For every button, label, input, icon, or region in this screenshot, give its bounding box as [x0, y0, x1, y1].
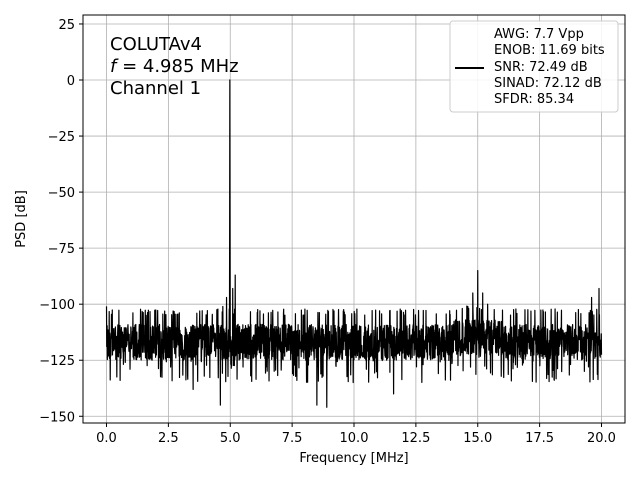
legend-line-enob: ENOB: 11.69 bits — [494, 43, 605, 58]
x-tick-label: 0.0 — [96, 431, 117, 446]
legend-line-snr: SNR: 72.49 dB — [494, 60, 588, 75]
legend-box — [449, 20, 619, 113]
legend: AWG: 7.7 Vpp ENOB: 11.69 bits SNR: 72.49… — [449, 20, 619, 113]
y-tick-label: 0 — [67, 74, 75, 89]
y-tick-label: −25 — [48, 130, 75, 145]
annotation-italic-f: f — [110, 56, 119, 77]
x-tick-label: 5.0 — [220, 431, 241, 446]
y-axis-label: PSD [dB] — [14, 190, 29, 248]
x-tick-label: 20.0 — [587, 431, 616, 446]
x-tick-label: 17.5 — [525, 431, 554, 446]
y-tick-label: −125 — [39, 354, 75, 369]
annotation-line-3: Channel 1 — [110, 78, 201, 99]
y-tick-label: −100 — [39, 298, 75, 313]
x-tick-label: 2.5 — [158, 431, 179, 446]
y-tick-label: −150 — [39, 410, 75, 425]
x-tick-label: 12.5 — [401, 431, 430, 446]
psd-series-line — [105, 79, 603, 408]
y-tick-label: −75 — [48, 242, 75, 257]
legend-line-sfdr: SFDR: 85.34 — [494, 92, 574, 107]
y-tick-label: 25 — [58, 18, 75, 33]
annotation-frequency: = 4.985 MHz — [116, 56, 238, 77]
x-tick-label: 7.5 — [282, 431, 303, 446]
y-tick-label: −50 — [48, 186, 75, 201]
legend-line-sinad: SINAD: 72.12 dB — [494, 76, 602, 91]
series-group — [105, 79, 603, 408]
x-axis: 0.0 2.5 5.0 7.5 10.0 12.5 15.0 17.5 20.0 — [96, 423, 616, 446]
y-axis: 25 0 −25 −50 −75 −100 −125 −150 — [39, 18, 83, 425]
legend-line-awg: AWG: 7.7 Vpp — [494, 27, 584, 42]
x-tick-label: 10.0 — [340, 431, 369, 446]
x-tick-label: 15.0 — [463, 431, 492, 446]
chart-annotation: COLUTAv4 f = 4.985 MHz Channel 1 — [110, 34, 239, 99]
annotation-line-1: COLUTAv4 — [110, 34, 202, 55]
x-axis-label: Frequency [MHz] — [299, 451, 408, 466]
annotation-line-2: f = 4.985 MHz — [110, 56, 239, 77]
